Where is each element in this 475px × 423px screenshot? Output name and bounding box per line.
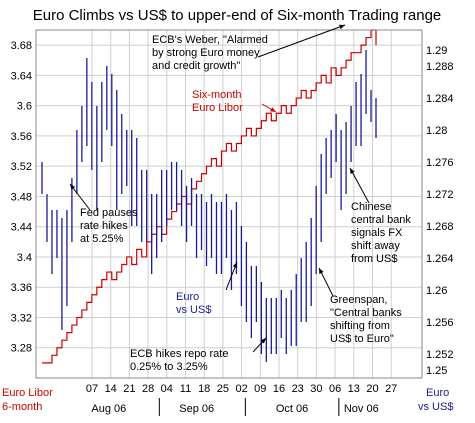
x-tick: 02	[235, 383, 247, 395]
annotation-line: Chinese	[351, 201, 391, 213]
annotation-line: US$ to Euro"	[330, 333, 394, 345]
left-axis-label: Euro Libor	[2, 387, 53, 399]
y-tick-right: 1.284	[426, 93, 454, 105]
x-tick: 21	[123, 383, 135, 395]
annotation-line: Greenspan,	[330, 294, 387, 306]
y-tick-left: 3.68	[11, 40, 32, 52]
arrow-head	[232, 262, 238, 268]
y-tick-right: 1.25	[426, 365, 447, 377]
y-tick-left: 3.4	[17, 252, 32, 264]
arrow-head	[270, 107, 276, 112]
annotation-line: signals FX	[351, 227, 403, 239]
y-tick-left: 3.6	[17, 101, 32, 113]
y-tick-left: 3.36	[11, 282, 32, 294]
x-tick: 30	[310, 383, 322, 395]
fx-layer	[41, 50, 377, 362]
x-tick: 13	[348, 383, 360, 395]
y-tick-left: 3.52	[11, 161, 32, 173]
plot-frame	[35, 29, 423, 379]
annotation-line: vs US$	[176, 304, 211, 316]
x-tick: 23	[292, 383, 304, 395]
y-tick-right: 1.256	[426, 317, 454, 329]
month-label: Aug 06	[91, 403, 126, 415]
x-tick: 16	[273, 383, 285, 395]
y-tick-right: 1.28	[426, 125, 447, 137]
y-tick-left: 3.56	[11, 131, 32, 143]
y-tick-left: 3.44	[11, 222, 32, 234]
axis-layer: 3.68 3.64 3.6 3.56 3.52 3.48 3.44 3.4 3.36 3.32 3.…	[2, 29, 454, 416]
annotation-line: Euro Libor	[192, 102, 243, 114]
y-tick-right: 1.268	[426, 221, 454, 233]
month-label: Nov 06	[344, 403, 379, 415]
annotation-line: Euro	[176, 291, 199, 303]
annotation-line: Fed pauses	[80, 207, 138, 219]
y-tick-right: 1.276	[426, 157, 454, 169]
x-tick: 20	[366, 383, 378, 395]
annotation-line: central bank	[351, 214, 411, 226]
x-tick: 27	[385, 383, 397, 395]
y-tick-left: 3.32	[11, 312, 32, 324]
arrow-head	[70, 184, 76, 190]
annotation-line: and credit growth"	[152, 60, 240, 72]
left-axis-label: 6-month	[2, 401, 42, 413]
annotation-line: from US$	[351, 253, 397, 265]
arrow-head	[339, 24, 345, 30]
annotation-arrow	[257, 24, 346, 58]
annotation-arrow	[349, 167, 370, 204]
annotation-line: rate hikes	[80, 220, 128, 232]
y-tick-right: 1.29	[426, 45, 447, 57]
x-tick: 11	[180, 383, 191, 395]
x-tick: 25	[217, 383, 229, 395]
libor-layer	[42, 29, 377, 364]
annotation-line: Six-month	[192, 89, 242, 101]
arrow-head	[350, 168, 355, 174]
x-tick: 14	[105, 383, 117, 395]
x-tick: 18	[198, 383, 210, 395]
y-tick-right: 1.252	[426, 349, 454, 361]
x-tick: 06	[329, 383, 341, 395]
arrow-head	[260, 338, 266, 344]
annotation-line: by strong Euro money	[152, 47, 260, 59]
chart-title: Euro Climbs vs US$ to upper-end of Six-m…	[33, 7, 442, 24]
y-tick-left: 3.64	[11, 70, 32, 82]
y-tick-right: 1.288	[426, 61, 454, 73]
y-tick-left: 3.28	[11, 343, 32, 355]
month-label: Sep 06	[179, 403, 214, 415]
x-tick: 28	[142, 383, 154, 395]
x-tick: 07	[86, 383, 98, 395]
right-axis-label: Euro	[426, 387, 449, 399]
right-axis-label: vs US$	[418, 401, 453, 413]
annotation-line: "Central banks	[330, 307, 402, 319]
y-tick-right: 1.26	[426, 285, 447, 297]
x-tick: 04	[161, 383, 173, 395]
y-tick-right: 1.264	[426, 253, 454, 265]
annotation-line: shifting from	[330, 320, 390, 332]
libor-line	[42, 29, 377, 364]
annotation-line: at 5.25%	[80, 233, 124, 245]
annotation-line: shift away	[351, 240, 400, 252]
annotation-line: 0.25% to 3.25%	[130, 361, 208, 373]
annotation-line: ECB hikes repo rate	[130, 348, 228, 360]
month-label: Oct 06	[276, 403, 308, 415]
x-tick: 09	[254, 383, 266, 395]
y-tick-right: 1.272	[426, 189, 454, 201]
arrow-head	[319, 268, 324, 274]
y-tick-left: 3.48	[11, 191, 32, 203]
annotation-line: ECB's Weber, "Alarmed	[152, 34, 268, 46]
